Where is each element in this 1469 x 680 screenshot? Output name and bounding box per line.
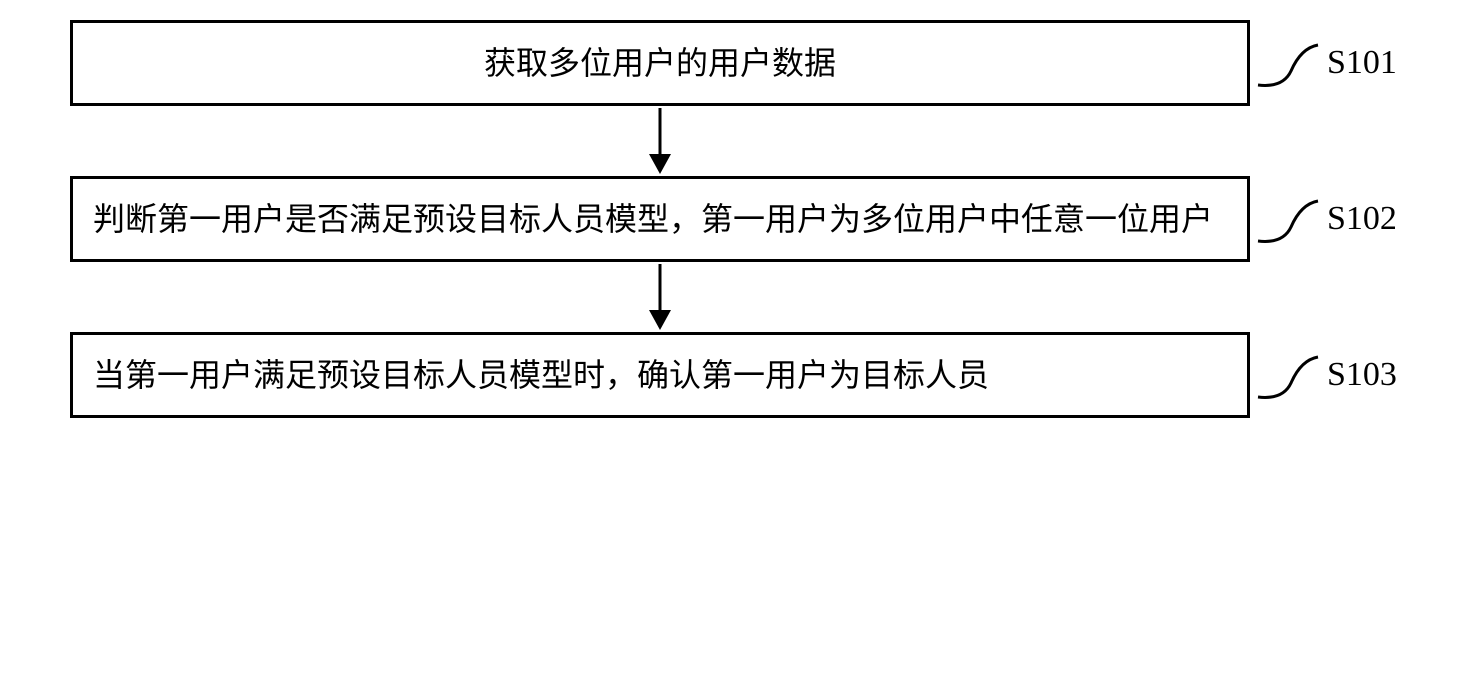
step-label: S103 bbox=[1327, 356, 1397, 394]
step-text: 获取多位用户的用户数据 bbox=[93, 39, 1227, 87]
arrow-down-icon bbox=[640, 262, 680, 332]
step-label: S102 bbox=[1327, 200, 1397, 238]
brace-icon bbox=[1253, 345, 1323, 405]
step-label: S101 bbox=[1327, 44, 1397, 82]
flowchart-step-s101: 获取多位用户的用户数据 S101 bbox=[70, 20, 1250, 106]
flowchart-arrow bbox=[70, 106, 1250, 176]
step-label-wrap: S102 bbox=[1253, 189, 1397, 249]
flowchart-step-s103: 当第一用户满足预设目标人员模型时，确认第一用户为目标人员 S103 bbox=[70, 332, 1250, 418]
brace-icon bbox=[1253, 189, 1323, 249]
flowchart-step-s102: 判断第一用户是否满足预设目标人员模型，第一用户为多位用户中任意一位用户 S102 bbox=[70, 176, 1250, 262]
brace-icon bbox=[1253, 33, 1323, 93]
step-text: 判断第一用户是否满足预设目标人员模型，第一用户为多位用户中任意一位用户 bbox=[93, 195, 1227, 243]
step-label-wrap: S103 bbox=[1253, 345, 1397, 405]
arrow-down-icon bbox=[640, 106, 680, 176]
step-text: 当第一用户满足预设目标人员模型时，确认第一用户为目标人员 bbox=[93, 351, 1227, 399]
flowchart-container: 获取多位用户的用户数据 S101 判断第一用户是否满足预设目标人员模型，第一用户… bbox=[70, 20, 1400, 418]
step-label-wrap: S101 bbox=[1253, 33, 1397, 93]
flowchart-arrow bbox=[70, 262, 1250, 332]
